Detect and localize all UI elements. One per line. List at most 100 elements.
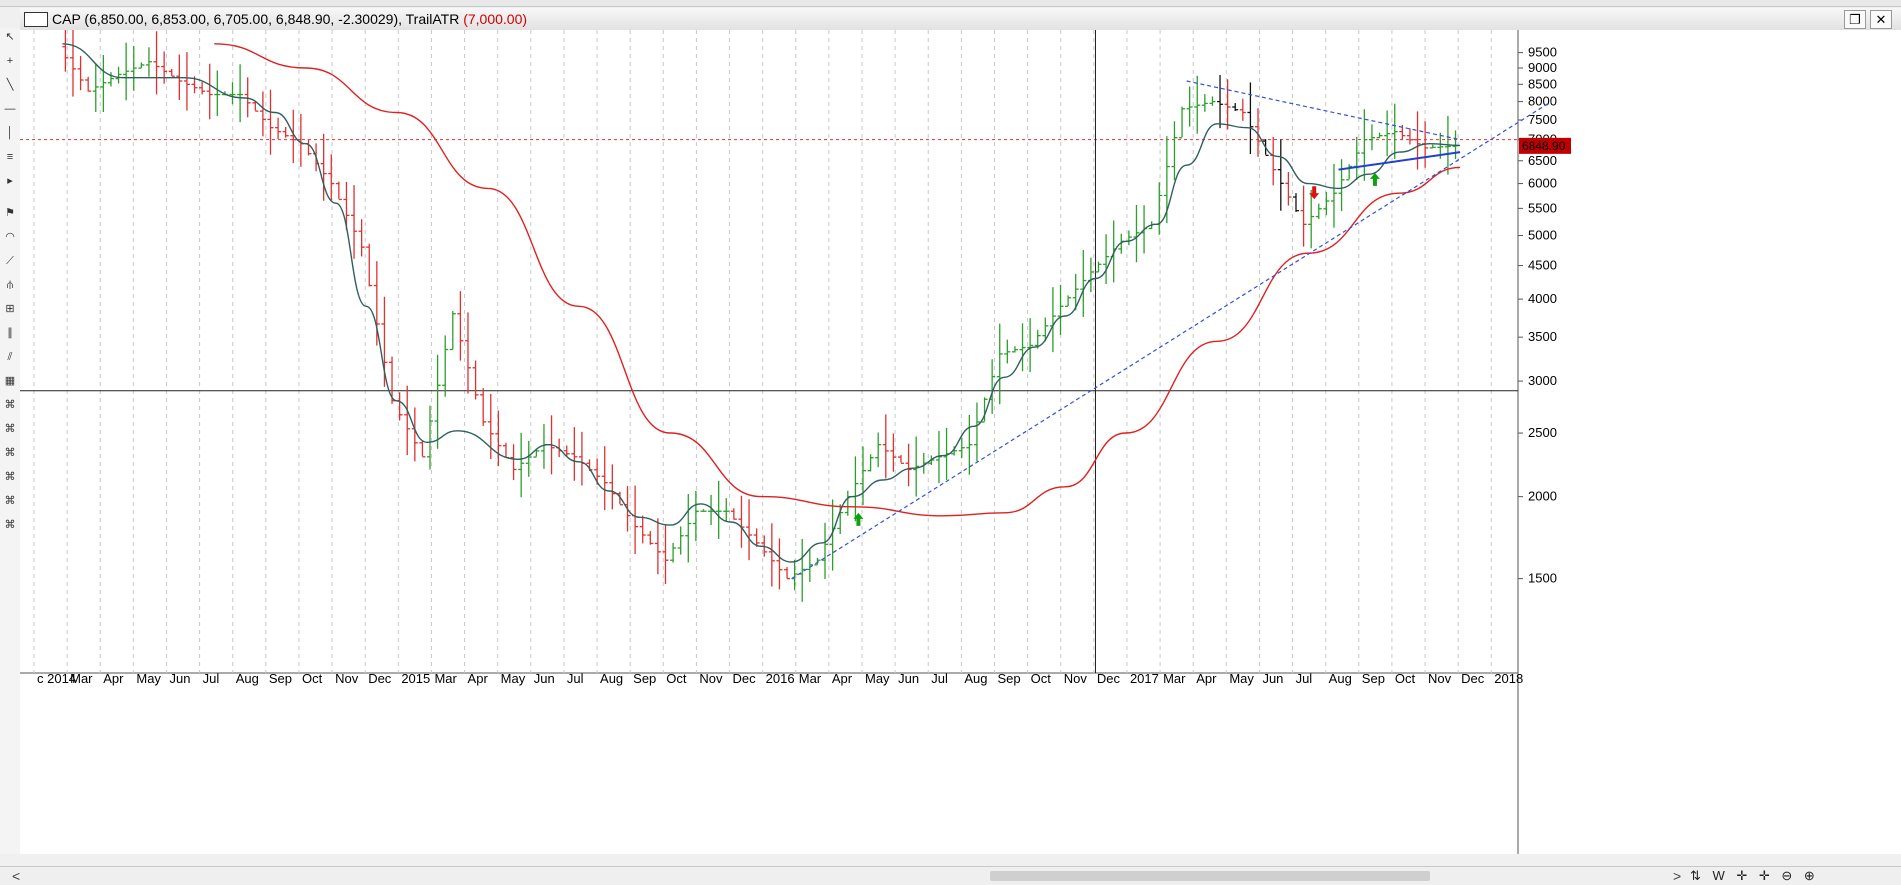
crosshair-icon[interactable]: + <box>6 55 14 67</box>
x-tick-label: 2017 <box>1130 671 1159 686</box>
gann-icon[interactable]: ⊞ <box>5 303 15 315</box>
restore-icon: ❐ <box>1849 12 1861 27</box>
y-tick-label: 3500 <box>1528 329 1557 344</box>
fan-icon[interactable]: ⟋ <box>6 255 14 267</box>
cross-tool-icon[interactable]: ⌘ <box>4 399 16 411</box>
x-tick-label: Sep <box>269 671 292 686</box>
x-tick-label: Oct <box>1395 671 1416 686</box>
vline-icon[interactable]: │ <box>6 127 14 139</box>
last-price-box <box>1519 137 1571 154</box>
restore-window-button[interactable]: ❐ <box>1844 10 1866 29</box>
x-tick-label: Jun <box>898 671 919 686</box>
cross-tool-icon[interactable]: ⌘ <box>4 495 16 507</box>
x-tick-label: Jun <box>1262 671 1283 686</box>
y-tick-label: 5500 <box>1528 200 1557 215</box>
x-tick-label: Sep <box>1362 671 1385 686</box>
scroll-right-button[interactable]: > <box>1673 868 1682 884</box>
cross-tool-icon[interactable]: ⌘ <box>4 447 16 459</box>
signal-arrow-up <box>1369 172 1380 186</box>
y-tick-label: 4500 <box>1528 258 1557 273</box>
scroll-thumb[interactable] <box>990 871 1430 881</box>
grid-icon[interactable]: ▦ <box>4 375 16 387</box>
x-tick-label: 2015 <box>401 671 430 686</box>
signal-arrow-down <box>1309 186 1320 200</box>
x-tick-label: Apr <box>468 671 489 686</box>
scroll-left-button[interactable]: < <box>12 868 21 884</box>
plot-background <box>20 30 1901 854</box>
fib-icon[interactable]: ≡ <box>6 151 14 163</box>
price-chart[interactable]: c 2014 Mar Apr May Jun Jul Aug Sep Oct Nov Dec 2015… <box>20 27 1901 854</box>
chart-title-bar: CAP (6,850.00, 6,853.00, 6,705.00, 6,848… <box>20 8 1901 31</box>
drawing-toolbar: ↖ + ╲ — │ ≡ ▸ ⚑ ◠ ⟋ ⫛ ⊞ ∥ ⫽ ▦ ⌘ ⌘ ⌘ ⌘ ⌘ ⌘ <box>0 28 21 854</box>
line-icon[interactable]: ╲ <box>6 79 14 91</box>
y-tick-label: 3000 <box>1528 373 1557 388</box>
chart-nav-tools[interactable]: ⇅ W ✛ ✛ ⊖ ⊕ <box>1690 868 1819 883</box>
y-tick-label: 9000 <box>1528 60 1557 75</box>
x-tick-label: Mar <box>70 671 93 686</box>
x-tick-label: Nov <box>1064 671 1088 686</box>
x-tick-label: Aug <box>1329 671 1352 686</box>
close-window-button[interactable]: ✕ <box>1870 10 1892 29</box>
y-tick-label: 4000 <box>1528 291 1557 306</box>
x-tick-label: Sep <box>633 671 656 686</box>
x-tick-label: Jul <box>203 671 220 686</box>
x-tick-label: Mar <box>1163 671 1186 686</box>
x-tick-label: Apr <box>832 671 853 686</box>
cross-tool-icon[interactable]: ⌘ <box>4 471 16 483</box>
cross-tool-icon[interactable]: ⌘ <box>4 519 16 531</box>
y-tick-label: 8000 <box>1528 94 1557 109</box>
y-tick-label: 8500 <box>1528 76 1557 91</box>
arc-icon[interactable]: ◠ <box>5 231 15 243</box>
y-tick-label: 2500 <box>1528 425 1557 440</box>
horizontal-scrollbar[interactable]: < > ⇅ W ✛ ✛ ⊖ ⊕ <box>0 866 1901 885</box>
x-tick-label: Jul <box>1296 671 1313 686</box>
y-tick-label: 2000 <box>1528 489 1557 504</box>
cursor-icon[interactable]: ↖ <box>5 31 15 43</box>
x-tick-label: Aug <box>236 671 259 686</box>
x-tick-label: Oct <box>666 671 687 686</box>
indicator-line-2 <box>214 43 1461 517</box>
x-tick-label: Sep <box>997 671 1020 686</box>
x-tick-label: May <box>501 671 526 686</box>
x-tick-label: Oct <box>302 671 323 686</box>
pitchfork-icon[interactable]: ⫛ <box>6 279 14 291</box>
last-price-label: 6848.90 <box>1522 139 1566 153</box>
x-tick-label: Jul <box>567 671 584 686</box>
x-tick-label: Nov <box>335 671 359 686</box>
x-tick-label: May <box>1229 671 1254 686</box>
x-tick-label: Jul <box>931 671 948 686</box>
arrow-icon[interactable]: ▸ <box>7 175 13 187</box>
x-tick-label: Mar <box>434 671 457 686</box>
x-tick-label: Apr <box>103 671 124 686</box>
x-tick-label: Aug <box>600 671 623 686</box>
y-tick-label: 5000 <box>1528 228 1557 243</box>
indicator-line-1 <box>62 43 1461 563</box>
x-tick-label: Oct <box>1031 671 1052 686</box>
trendline-3 <box>1338 151 1461 171</box>
x-tick-label: Apr <box>1196 671 1217 686</box>
cross-tool-icon[interactable]: ⌘ <box>4 423 16 435</box>
flag-icon[interactable]: ⚑ <box>5 207 15 219</box>
x-tick-label: Jun <box>169 671 190 686</box>
top-strip <box>0 0 1901 7</box>
y-tick-label: 7500 <box>1528 112 1557 127</box>
parallel-icon[interactable]: ⫽ <box>7 351 13 363</box>
x-tick-label: Aug <box>964 671 987 686</box>
hline-icon[interactable]: — <box>4 103 16 115</box>
chart-window-icon <box>24 12 48 27</box>
x-tick-label: c 2014 <box>37 671 76 686</box>
y-tick-label: 6000 <box>1528 176 1557 191</box>
channel-icon[interactable]: ∥ <box>7 327 13 339</box>
x-tick-label: Dec <box>368 671 392 686</box>
trendline-1 <box>791 101 1552 580</box>
x-tick-label: Dec <box>733 671 757 686</box>
x-tick-label: Dec <box>1097 671 1121 686</box>
symbol-ohlc-text: CAP (6,850.00, 6,853.00, 6,705.00, 6,848… <box>52 11 460 27</box>
indicator-param: (7,000.00) <box>463 11 528 27</box>
y-tick-label: 9500 <box>1528 45 1557 60</box>
chart-title: CAP (6,850.00, 6,853.00, 6,705.00, 6,848… <box>52 11 527 27</box>
x-tick-label: Nov <box>1428 671 1452 686</box>
x-tick-label: Jun <box>534 671 555 686</box>
trendline-2 <box>1186 80 1461 141</box>
